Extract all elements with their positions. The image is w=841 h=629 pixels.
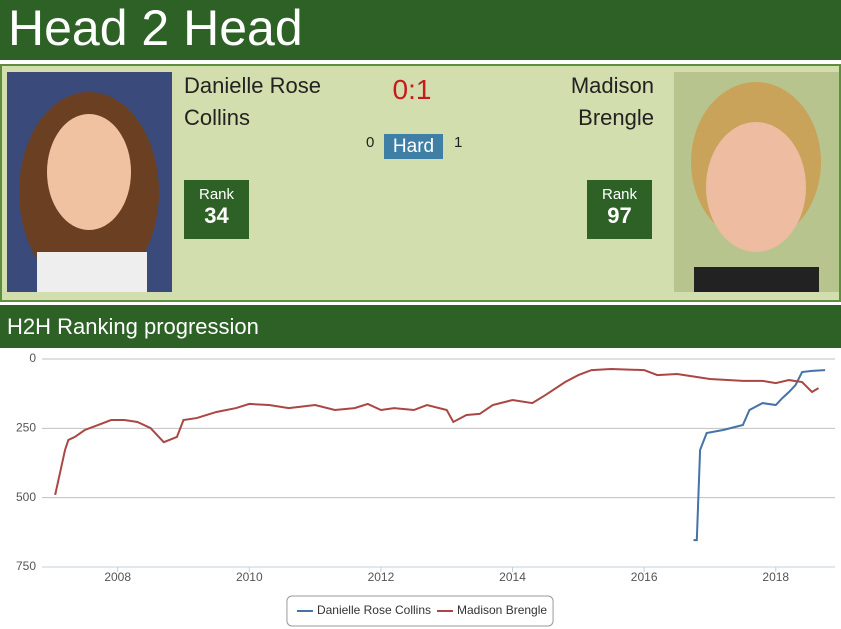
x-tick-label: 2010 bbox=[236, 570, 263, 584]
rank-box: Rank 34 bbox=[184, 180, 249, 239]
y-tick-label: 500 bbox=[16, 490, 36, 504]
y-tick-label: 750 bbox=[16, 559, 36, 573]
series-line bbox=[54, 367, 820, 496]
x-tick-label: 2014 bbox=[499, 570, 526, 584]
rank-label: Rank bbox=[601, 186, 638, 203]
legend-box bbox=[286, 595, 554, 627]
player-photo bbox=[7, 72, 172, 292]
rank-value: 34 bbox=[204, 203, 229, 228]
surface-left: 0 bbox=[366, 134, 375, 151]
x-tick-label: 2018 bbox=[762, 570, 789, 584]
page-title: Head 2 Head bbox=[0, 0, 841, 60]
y-tick-label: 0 bbox=[29, 351, 36, 365]
y-tick-label: 250 bbox=[16, 421, 36, 435]
player-name: Danielle Rose Collins bbox=[184, 73, 321, 130]
legend-label: Madison Brengle bbox=[457, 603, 547, 617]
legend-label: Danielle Rose Collins bbox=[317, 603, 431, 617]
section-title: H2H Ranking progression bbox=[0, 305, 841, 348]
player-photo bbox=[674, 72, 839, 292]
player-name: Madison Brengle bbox=[570, 73, 654, 130]
x-tick-label: 2016 bbox=[631, 570, 658, 584]
rank-box: Rank 97 bbox=[587, 180, 652, 239]
x-tick-label: 2012 bbox=[368, 570, 395, 584]
score: 0:1 bbox=[392, 74, 432, 105]
chart: 0 250 500 750 2008 2010 2012 2014 2016 2018 Daniel… bbox=[16, 351, 835, 627]
rank-value: 97 bbox=[607, 203, 632, 228]
rank-label: Rank bbox=[198, 186, 235, 203]
h2h-panel: Danielle Rose Collins Rank 34 0:1 0 Hard… bbox=[0, 64, 841, 302]
x-tick-label: 2008 bbox=[104, 570, 131, 584]
legend: Danielle Rose Collins Madison Brengle bbox=[286, 595, 554, 627]
surface-right: 1 bbox=[454, 134, 463, 151]
series-line bbox=[693, 369, 826, 542]
surface-label: Hard bbox=[384, 134, 443, 159]
